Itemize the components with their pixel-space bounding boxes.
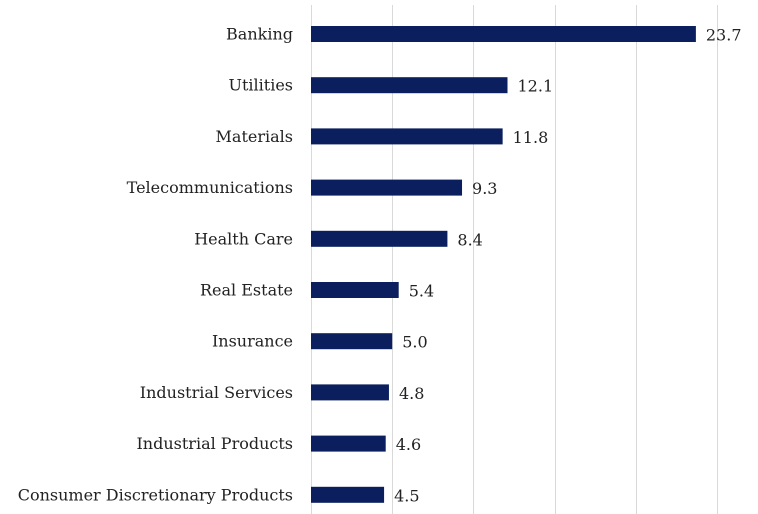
bar: [311, 282, 399, 298]
value-label: 4.6: [396, 435, 421, 454]
category-labels: Banking Utilities Materials Telecommunicati…: [18, 25, 293, 505]
category-label: Banking: [226, 25, 293, 44]
bars: [311, 26, 696, 503]
value-label: 23.7: [706, 26, 742, 45]
value-label: 5.0: [402, 333, 427, 352]
category-label: Health Care: [194, 229, 293, 248]
category-label: Industrial Services: [140, 383, 293, 402]
bar: [311, 179, 463, 196]
value-label: 12.1: [518, 77, 554, 96]
bar: [311, 128, 503, 145]
value-label: 8.4: [457, 230, 482, 249]
value-label: 11.8: [513, 128, 549, 147]
category-label: Utilities: [229, 76, 294, 95]
bar: [311, 26, 696, 42]
bar: [311, 384, 389, 401]
bar: [311, 77, 508, 94]
category-label: Insurance: [212, 332, 293, 351]
bar: [311, 333, 393, 350]
value-label: 5.4: [409, 282, 434, 301]
value-label: 4.5: [394, 486, 419, 505]
bar: [311, 435, 386, 452]
category-label: Consumer Discretionary Products: [18, 485, 293, 504]
bar: [311, 486, 385, 503]
category-label: Industrial Products: [136, 434, 293, 453]
bar: [311, 230, 448, 247]
value-label: 9.3: [472, 179, 497, 198]
category-label: Telecommunications: [127, 178, 293, 197]
category-label: Materials: [216, 127, 293, 146]
category-label: Real Estate: [200, 281, 293, 300]
value-label: 4.8: [399, 384, 424, 403]
value-labels: 23.7 12.1 11.8 9.3 8.4 5.4 5.0 4.8 4.6 4.5: [394, 26, 741, 506]
